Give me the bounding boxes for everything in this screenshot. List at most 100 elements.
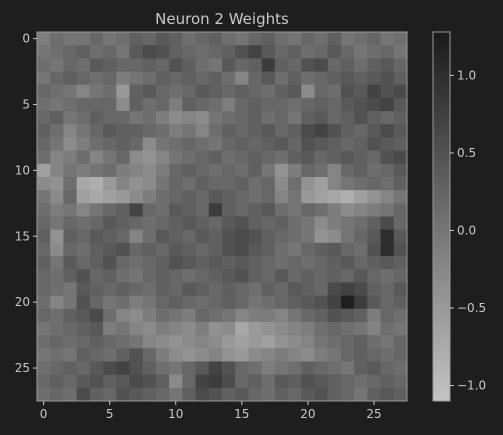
heatmap-cell [354, 32, 368, 46]
heatmap-cell [129, 295, 144, 310]
heatmap-cell [314, 216, 329, 231]
heatmap-cell [235, 269, 249, 283]
heatmap-cell [129, 203, 144, 217]
heatmap-cell [235, 111, 249, 125]
heatmap-cell [261, 308, 276, 323]
heatmap-cell [380, 229, 395, 244]
heatmap-cell [103, 71, 117, 86]
heatmap-cell [103, 84, 117, 99]
heatmap-cell [208, 150, 223, 165]
heatmap-cell [142, 111, 157, 125]
heatmap-cell [354, 97, 368, 112]
heatmap-cell [314, 124, 329, 138]
heatmap-cell [367, 269, 381, 283]
heatmap-cell [89, 84, 104, 99]
heatmap-cell [248, 229, 263, 244]
heatmap-cell [103, 348, 117, 362]
heatmap-cell [195, 150, 210, 165]
heatmap-cell [261, 203, 276, 217]
heatmap-cell [195, 256, 210, 270]
heatmap-cell [50, 269, 64, 283]
heatmap-cell [142, 335, 157, 349]
heatmap-cell [354, 242, 368, 257]
heatmap-cell [155, 242, 170, 257]
heatmap-cell [393, 32, 408, 46]
heatmap-cell [261, 361, 276, 376]
heatmap-cell [340, 335, 355, 349]
heatmap-cell [301, 269, 315, 283]
heatmap-cell [367, 348, 381, 362]
heatmap-cell [169, 374, 183, 389]
heatmap-cell [354, 321, 368, 336]
heatmap-cell [314, 348, 329, 362]
heatmap-cell [182, 361, 196, 376]
heatmap-cell [235, 58, 249, 72]
heatmap-cell [314, 150, 329, 165]
heatmap-cell [314, 97, 329, 112]
heatmap-cell [169, 335, 183, 349]
heatmap-cell [155, 256, 170, 270]
heatmap-cell [261, 282, 276, 296]
heatmap-cell [89, 45, 104, 59]
heatmap-cell [222, 190, 236, 204]
heatmap-cell [222, 308, 236, 323]
heatmap-cell [261, 335, 276, 349]
heatmap-cell [63, 335, 78, 349]
heatmap-cell [169, 97, 183, 112]
heatmap-cell [195, 97, 210, 112]
heatmap-cell [182, 58, 196, 72]
heatmap-cell [169, 295, 183, 310]
heatmap-cell [129, 387, 144, 402]
heatmap-cell [380, 348, 395, 362]
heatmap-cell [89, 282, 104, 296]
heatmap-cell [274, 203, 289, 217]
heatmap-cell [182, 124, 196, 138]
heatmap-cell [248, 97, 263, 112]
heatmap-cell [288, 256, 302, 270]
heatmap-cell [261, 163, 276, 178]
heatmap-cell [155, 374, 170, 389]
heatmap-cell [274, 163, 289, 178]
heatmap-cell [261, 229, 276, 244]
heatmap-cell [327, 282, 342, 296]
heatmap-cell [354, 361, 368, 376]
heatmap-cell [37, 361, 51, 376]
heatmap-cell [142, 374, 157, 389]
heatmap-cell [155, 71, 170, 86]
heatmap-cell [274, 308, 289, 323]
heatmap-cell [37, 97, 51, 112]
heatmap-cell [195, 32, 210, 46]
heatmap-cell [327, 361, 342, 376]
heatmap-cell [235, 137, 249, 152]
heatmap-cell [208, 361, 223, 376]
heatmap-cell [155, 45, 170, 59]
heatmap-cell [142, 203, 157, 217]
chart-title: Neuron 2 Weights [155, 10, 289, 28]
heatmap-cell [155, 387, 170, 402]
heatmap-cell [327, 32, 342, 46]
heatmap-cell [116, 361, 130, 376]
heatmap-cell [169, 242, 183, 257]
heatmap-cell [248, 32, 263, 46]
heatmap-cell [63, 282, 78, 296]
heatmap-cell [142, 32, 157, 46]
heatmap-cell [261, 45, 276, 59]
heatmap-cell [248, 361, 263, 376]
heatmap-cell [301, 282, 315, 296]
heatmap-cell [274, 374, 289, 389]
heatmap-cell [195, 45, 210, 59]
heatmap-cell [37, 216, 51, 231]
heatmap-cell [393, 124, 408, 138]
heatmap-cell [301, 45, 315, 59]
heatmap-cell [50, 45, 64, 59]
heatmap-cell [222, 229, 236, 244]
heatmap-cell [314, 71, 329, 86]
y-tick-label: 10 [15, 163, 30, 177]
heatmap-cell [380, 203, 395, 217]
heatmap-cell [301, 32, 315, 46]
heatmap-cell [393, 335, 408, 349]
heatmap-cell [235, 97, 249, 112]
heatmap-cell [301, 111, 315, 125]
heatmap-cell [169, 176, 183, 191]
